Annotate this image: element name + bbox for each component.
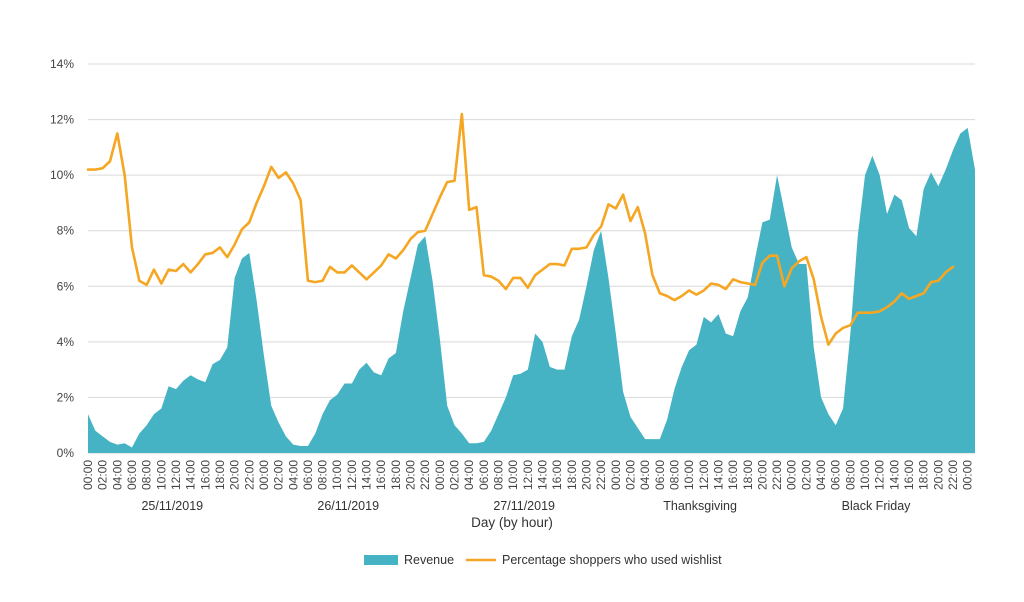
x-tick-label: 04:00 bbox=[110, 460, 124, 490]
day-label: 27/11/2019 bbox=[493, 499, 555, 513]
day-labels: 25/11/2019 26/11/2019 27/11/2019 Thanksgivi… bbox=[141, 499, 911, 513]
x-tick-label: 16:00 bbox=[550, 460, 564, 490]
x-tick-label: 18:00 bbox=[565, 460, 579, 490]
x-tick-label: 04:00 bbox=[462, 460, 476, 490]
legend-wishlist-label: Percentage shoppers who used wishlist bbox=[502, 553, 722, 567]
legend-revenue-swatch bbox=[364, 555, 398, 565]
x-tick-label: 08:00 bbox=[140, 460, 154, 490]
x-tick-label: 02:00 bbox=[448, 460, 462, 490]
x-tick-label: 20:00 bbox=[931, 460, 945, 490]
x-tick-label: 00:00 bbox=[81, 460, 95, 490]
wishlist-line-layer bbox=[86, 112, 955, 346]
x-tick-label: 08:00 bbox=[316, 460, 330, 490]
y-tick-label: 8% bbox=[57, 224, 75, 238]
y-tick-label: 6% bbox=[57, 279, 75, 293]
y-tick-label: 10% bbox=[50, 168, 74, 182]
revenue-area-layer bbox=[88, 127, 975, 453]
x-tick-label: 12:00 bbox=[521, 460, 535, 490]
y-tick-label: 14% bbox=[50, 57, 74, 71]
x-tick-label: 04:00 bbox=[814, 460, 828, 490]
x-tick-label: 22:00 bbox=[946, 460, 960, 490]
x-tick-label: 18:00 bbox=[213, 460, 227, 490]
x-tick-label: 06:00 bbox=[477, 460, 491, 490]
x-tick-label: 18:00 bbox=[389, 460, 403, 490]
x-tick-label: 14:00 bbox=[184, 460, 198, 490]
x-tick-label: 20:00 bbox=[755, 460, 769, 490]
x-tick-label: 16:00 bbox=[726, 460, 740, 490]
x-tick-label: 08:00 bbox=[843, 460, 857, 490]
y-tick-label: 0% bbox=[57, 446, 75, 460]
x-tick-label: 04:00 bbox=[286, 460, 300, 490]
x-tick-label: 00:00 bbox=[785, 460, 799, 490]
x-tick-label: 20:00 bbox=[404, 460, 418, 490]
x-tick-label: 14:00 bbox=[360, 460, 374, 490]
legend-revenue-label: Revenue bbox=[404, 553, 454, 567]
x-tick-label: 00:00 bbox=[433, 460, 447, 490]
y-tick-label: 4% bbox=[57, 335, 75, 349]
x-tick-label: 00:00 bbox=[609, 460, 623, 490]
x-tick-label: 12:00 bbox=[169, 460, 183, 490]
x-tick-label: 12:00 bbox=[873, 460, 887, 490]
revenue-area bbox=[88, 127, 975, 453]
y-tick-label: 2% bbox=[57, 390, 75, 404]
x-tick-label: 10:00 bbox=[858, 460, 872, 490]
x-axis-title: Day (by hour) bbox=[471, 515, 553, 530]
x-tick-label: 18:00 bbox=[741, 460, 755, 490]
x-tick-label: 12:00 bbox=[345, 460, 359, 490]
x-tick-label: 14:00 bbox=[711, 460, 725, 490]
x-tick-label: 16:00 bbox=[198, 460, 212, 490]
x-tick-label: 22:00 bbox=[770, 460, 784, 490]
x-tick-label: 22:00 bbox=[418, 460, 432, 490]
x-axis-ticks: 00:00 02:00 04:00 06:00 08:00 10:00 12:00 14:00… bbox=[81, 460, 975, 490]
x-tick-label: 14:00 bbox=[887, 460, 901, 490]
x-tick-label: 20:00 bbox=[579, 460, 593, 490]
x-tick-label: 22:00 bbox=[242, 460, 256, 490]
day-label: Thanksgiving bbox=[663, 499, 737, 513]
x-tick-label: 20:00 bbox=[228, 460, 242, 490]
x-tick-label: 06:00 bbox=[301, 460, 315, 490]
day-label: Black Friday bbox=[842, 499, 912, 513]
x-tick-label: 04:00 bbox=[638, 460, 652, 490]
x-tick-label: 14:00 bbox=[535, 460, 549, 490]
x-tick-label: 22:00 bbox=[594, 460, 608, 490]
x-tick-label: 00:00 bbox=[257, 460, 271, 490]
x-tick-label: 02:00 bbox=[272, 460, 286, 490]
x-tick-label: 06:00 bbox=[125, 460, 139, 490]
x-tick-label: 10:00 bbox=[506, 460, 520, 490]
x-tick-label: 06:00 bbox=[829, 460, 843, 490]
x-tick-label: 16:00 bbox=[374, 460, 388, 490]
day-label: 26/11/2019 bbox=[317, 499, 379, 513]
x-tick-label: 10:00 bbox=[330, 460, 344, 490]
x-tick-label: 16:00 bbox=[902, 460, 916, 490]
x-tick-label: 02:00 bbox=[96, 460, 110, 490]
x-tick-label: 02:00 bbox=[623, 460, 637, 490]
x-tick-label: 10:00 bbox=[682, 460, 696, 490]
y-tick-label: 12% bbox=[50, 113, 74, 127]
y-axis-ticks: 0% 2% 4% 6% 8% 10% 12% 14% bbox=[50, 57, 74, 460]
day-label: 25/11/2019 bbox=[141, 499, 203, 513]
x-tick-label: 12:00 bbox=[697, 460, 711, 490]
x-tick-label: 18:00 bbox=[917, 460, 931, 490]
x-tick-label: 08:00 bbox=[492, 460, 506, 490]
wishlist-line bbox=[86, 112, 955, 346]
x-tick-label: 10:00 bbox=[154, 460, 168, 490]
x-tick-label: 06:00 bbox=[653, 460, 667, 490]
legend: Revenue Percentage shoppers who used wis… bbox=[364, 553, 722, 567]
x-tick-label: 00:00 bbox=[961, 460, 975, 490]
x-tick-label: 08:00 bbox=[667, 460, 681, 490]
x-tick-label: 02:00 bbox=[799, 460, 813, 490]
